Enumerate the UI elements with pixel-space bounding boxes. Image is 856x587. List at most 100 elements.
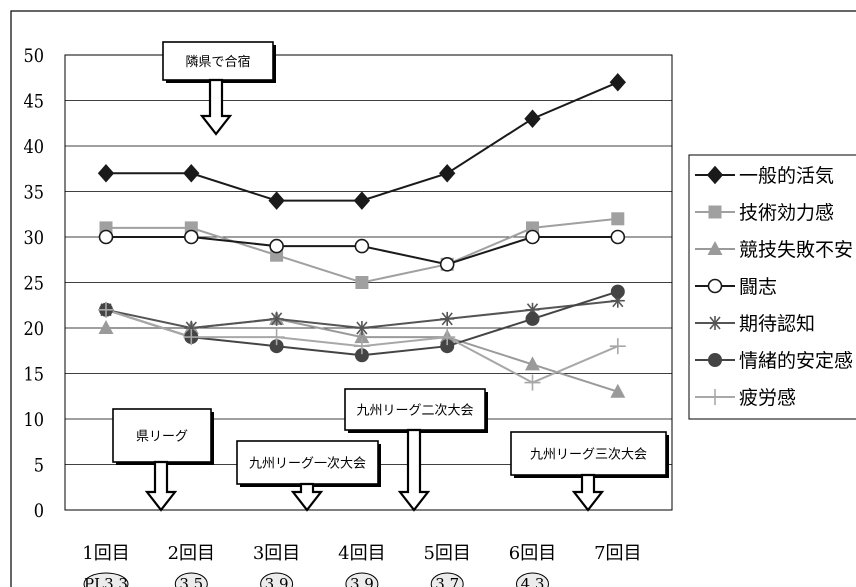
x-tick-label: 1回目 (82, 543, 129, 564)
annotation-callout: 九州リーグ三次大会 (510, 431, 669, 512)
data-point (609, 338, 626, 355)
x-tick-label: 6回目 (509, 543, 556, 564)
x-sublabel-ellipse (430, 572, 464, 587)
data-point (611, 212, 625, 226)
x-sublabel-badge: 4.3 (516, 572, 549, 587)
data-point (354, 329, 370, 344)
y-tick-label: 30 (23, 228, 44, 250)
y-tick-label: 0 (34, 501, 44, 523)
x-sublabel-ellipse (83, 572, 129, 587)
data-point (440, 311, 455, 326)
legend-item: 疲労感 (695, 387, 796, 409)
down-arrow-icon (571, 473, 605, 512)
legend-marker (707, 389, 723, 405)
x-sublabel-badge: 3.9 (345, 572, 379, 587)
legend-label: 期待認知 (739, 313, 815, 335)
annotation-label: 県リーグ (136, 430, 188, 445)
x-sublabel-ellipse (260, 572, 294, 587)
y-tick-label: 45 (23, 91, 44, 113)
annotation-callout: 隣県で合宿 (162, 41, 276, 136)
data-point (525, 229, 540, 245)
legend-label: 一般的活気 (739, 165, 834, 187)
legend-item: 技術効力感 (695, 202, 834, 224)
x-sublabel: PL3.3 (84, 575, 128, 587)
annotation-box (510, 431, 667, 476)
x-tick-label: 4回目 (338, 543, 385, 564)
data-point (609, 73, 626, 92)
data-point (439, 256, 455, 272)
legend-item: 競技失敗不安 (695, 239, 853, 261)
annotation-label: 隣県で合宿 (185, 54, 250, 70)
data-point (183, 329, 200, 346)
data-point (269, 339, 284, 354)
legend-label: 競技失敗不安 (739, 239, 853, 261)
data-point (610, 383, 626, 398)
x-sublabel: 4.3 (521, 575, 545, 587)
x-sublabel-ellipse (174, 572, 208, 587)
annotation-label: 九州リーグ一次大会 (249, 456, 366, 472)
data-point (269, 311, 284, 326)
legend-item: 期待認知 (695, 313, 815, 335)
data-point (354, 348, 369, 363)
annotation-label: 九州リーグ三次大会 (530, 447, 647, 463)
data-point (525, 311, 540, 326)
legend-marker (708, 205, 722, 219)
x-sublabel-badge: PL3.3 (83, 572, 129, 587)
series-markers-3 (98, 229, 626, 272)
x-sublabel: 3.9 (265, 575, 289, 587)
data-point (353, 191, 371, 210)
y-tick-label: 35 (23, 182, 44, 204)
data-point (610, 284, 625, 299)
series-layer (97, 73, 626, 398)
legend-marker (707, 278, 723, 294)
x-sublabel-badge: 3.5 (174, 572, 208, 587)
legend-label: 情緒的安定感 (739, 350, 853, 372)
x-tick-label: 7回目 (594, 543, 641, 564)
legend-label: 闘志 (739, 276, 777, 298)
x-sublabel-ellipse (345, 572, 379, 587)
data-point (525, 356, 540, 371)
down-arrow-icon (290, 482, 324, 512)
series-markers-6 (98, 301, 626, 391)
x-sublabel: 3.9 (350, 575, 374, 587)
y-tick-label: 25 (23, 273, 44, 295)
x-sublabel-badge: 3.9 (260, 572, 294, 587)
data-point (524, 374, 541, 391)
legend-item: 一般的活気 (695, 165, 834, 187)
legend-marker (706, 165, 724, 185)
legend-label: 疲労感 (739, 387, 796, 409)
data-point (269, 238, 284, 254)
data-point (98, 301, 114, 318)
annotation-label: 九州リーグ二次大会 (356, 403, 473, 419)
data-point (354, 238, 370, 254)
x-sublabel-ellipse (516, 572, 549, 587)
data-point (610, 229, 626, 245)
x-sublabel-badge: 3.7 (430, 572, 464, 587)
y-tick-label: 5 (34, 455, 44, 477)
y-tick-label: 15 (23, 364, 44, 386)
legend-marker (707, 241, 723, 255)
legend-label: 技術効力感 (739, 202, 834, 224)
data-point (98, 320, 114, 334)
annotation-callout: 九州リーグ一次大会 (236, 440, 381, 512)
down-arrow-icon (397, 428, 431, 512)
legend-marker (708, 353, 722, 367)
down-arrow-icon (144, 460, 178, 512)
data-point (440, 339, 455, 354)
data-point (268, 191, 285, 210)
data-point (439, 329, 456, 346)
x-sublabel: 3.7 (435, 575, 459, 587)
data-point (183, 164, 200, 183)
x-tick-label: 5回目 (423, 543, 470, 564)
data-point (354, 321, 369, 335)
axes: 0 5 10 15 20 25 30 35 40 45 50 1回目 PL3.3 2回目 3.5 3回目 3.9… (23, 46, 642, 587)
data-point (98, 229, 114, 245)
data-point (439, 164, 456, 183)
annotation-box (162, 41, 274, 81)
x-tick-label: 3回目 (253, 543, 300, 564)
annotation-callout: 県リーグ (112, 408, 214, 512)
legend-item: 闘志 (695, 276, 777, 298)
